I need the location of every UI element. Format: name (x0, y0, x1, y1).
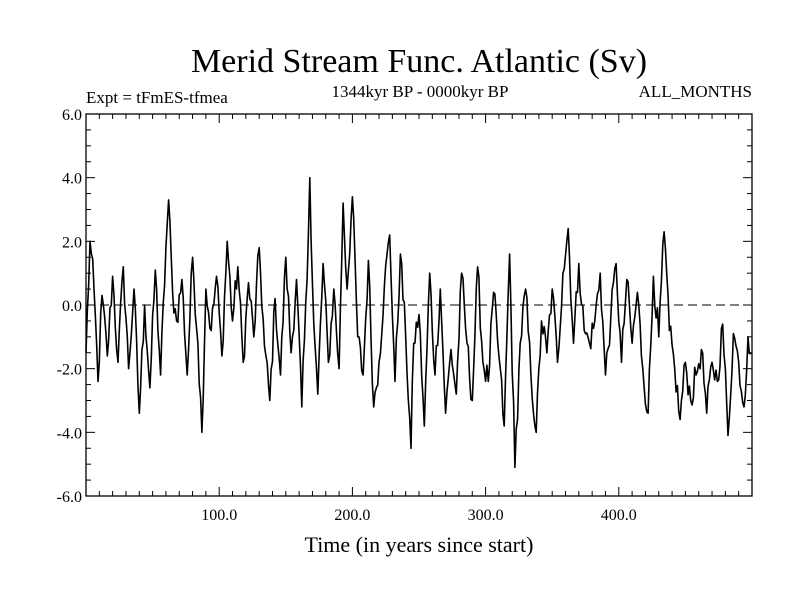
x-tick-label: 100.0 (201, 507, 237, 524)
series-line (85, 176, 753, 469)
x-tick-label: 400.0 (601, 507, 637, 524)
y-tick-label: 0.0 (62, 298, 82, 315)
plot-frame (85, 113, 753, 497)
period-label: 1344kyr BP - 0000kyr BP (332, 82, 509, 101)
y-tick-label: 2.0 (62, 234, 82, 251)
months-label: ALL_MONTHS (639, 82, 752, 101)
y-tick-label: -2.0 (57, 362, 82, 379)
y-tick-label: -6.0 (57, 489, 82, 506)
y-tick-label: -4.0 (57, 425, 82, 442)
x-tick-label: 300.0 (468, 507, 504, 524)
x-tick-label: 200.0 (334, 507, 370, 524)
chart-title: Merid Stream Func. Atlantic (Sv) (191, 43, 647, 80)
x-axis-label: Time (in years since start) (305, 532, 534, 557)
x-axis-ticks: 100.0 200.0 300.0 400.0 (98, 114, 740, 524)
y-tick-label: 6.0 (62, 107, 82, 124)
y-tick-label: 4.0 (62, 171, 82, 188)
experiment-label: Expt = tFmES-tfmea (86, 88, 228, 107)
